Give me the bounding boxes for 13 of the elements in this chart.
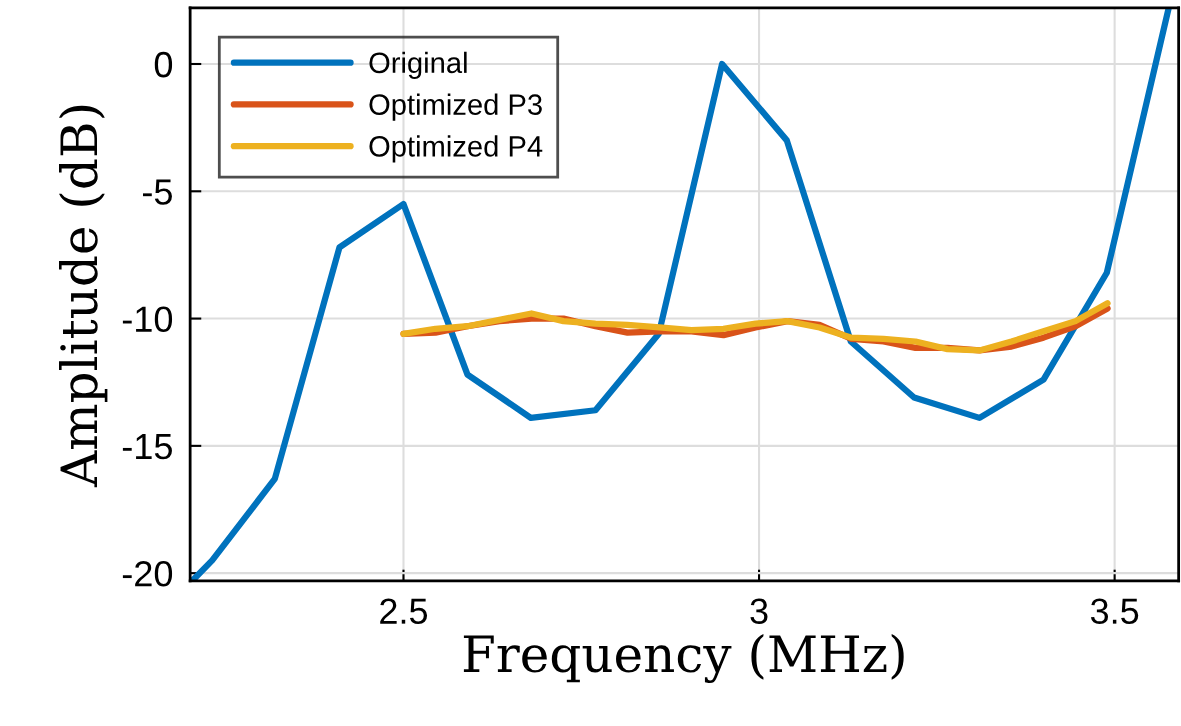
legend-label: Optimized P3 — [369, 93, 542, 121]
x-axis-title: Frequency (MHz) — [463, 633, 904, 684]
x-tick-label: 3 — [750, 598, 768, 624]
x-tick-label: 3.5 — [1090, 598, 1139, 624]
x-tick-label: 2.5 — [380, 598, 428, 624]
y-tick-label: -10 — [122, 306, 173, 333]
y-tick-label: -15 — [122, 434, 172, 460]
y-axis-title: Amplitude (dB) — [59, 105, 108, 488]
y-tick-label: -20 — [122, 561, 173, 587]
legend-label: Original — [369, 51, 467, 79]
y-tick-label: -5 — [142, 179, 172, 205]
y-tick-label: 0 — [154, 51, 173, 78]
legend-label: Optimized P4 — [369, 135, 543, 163]
